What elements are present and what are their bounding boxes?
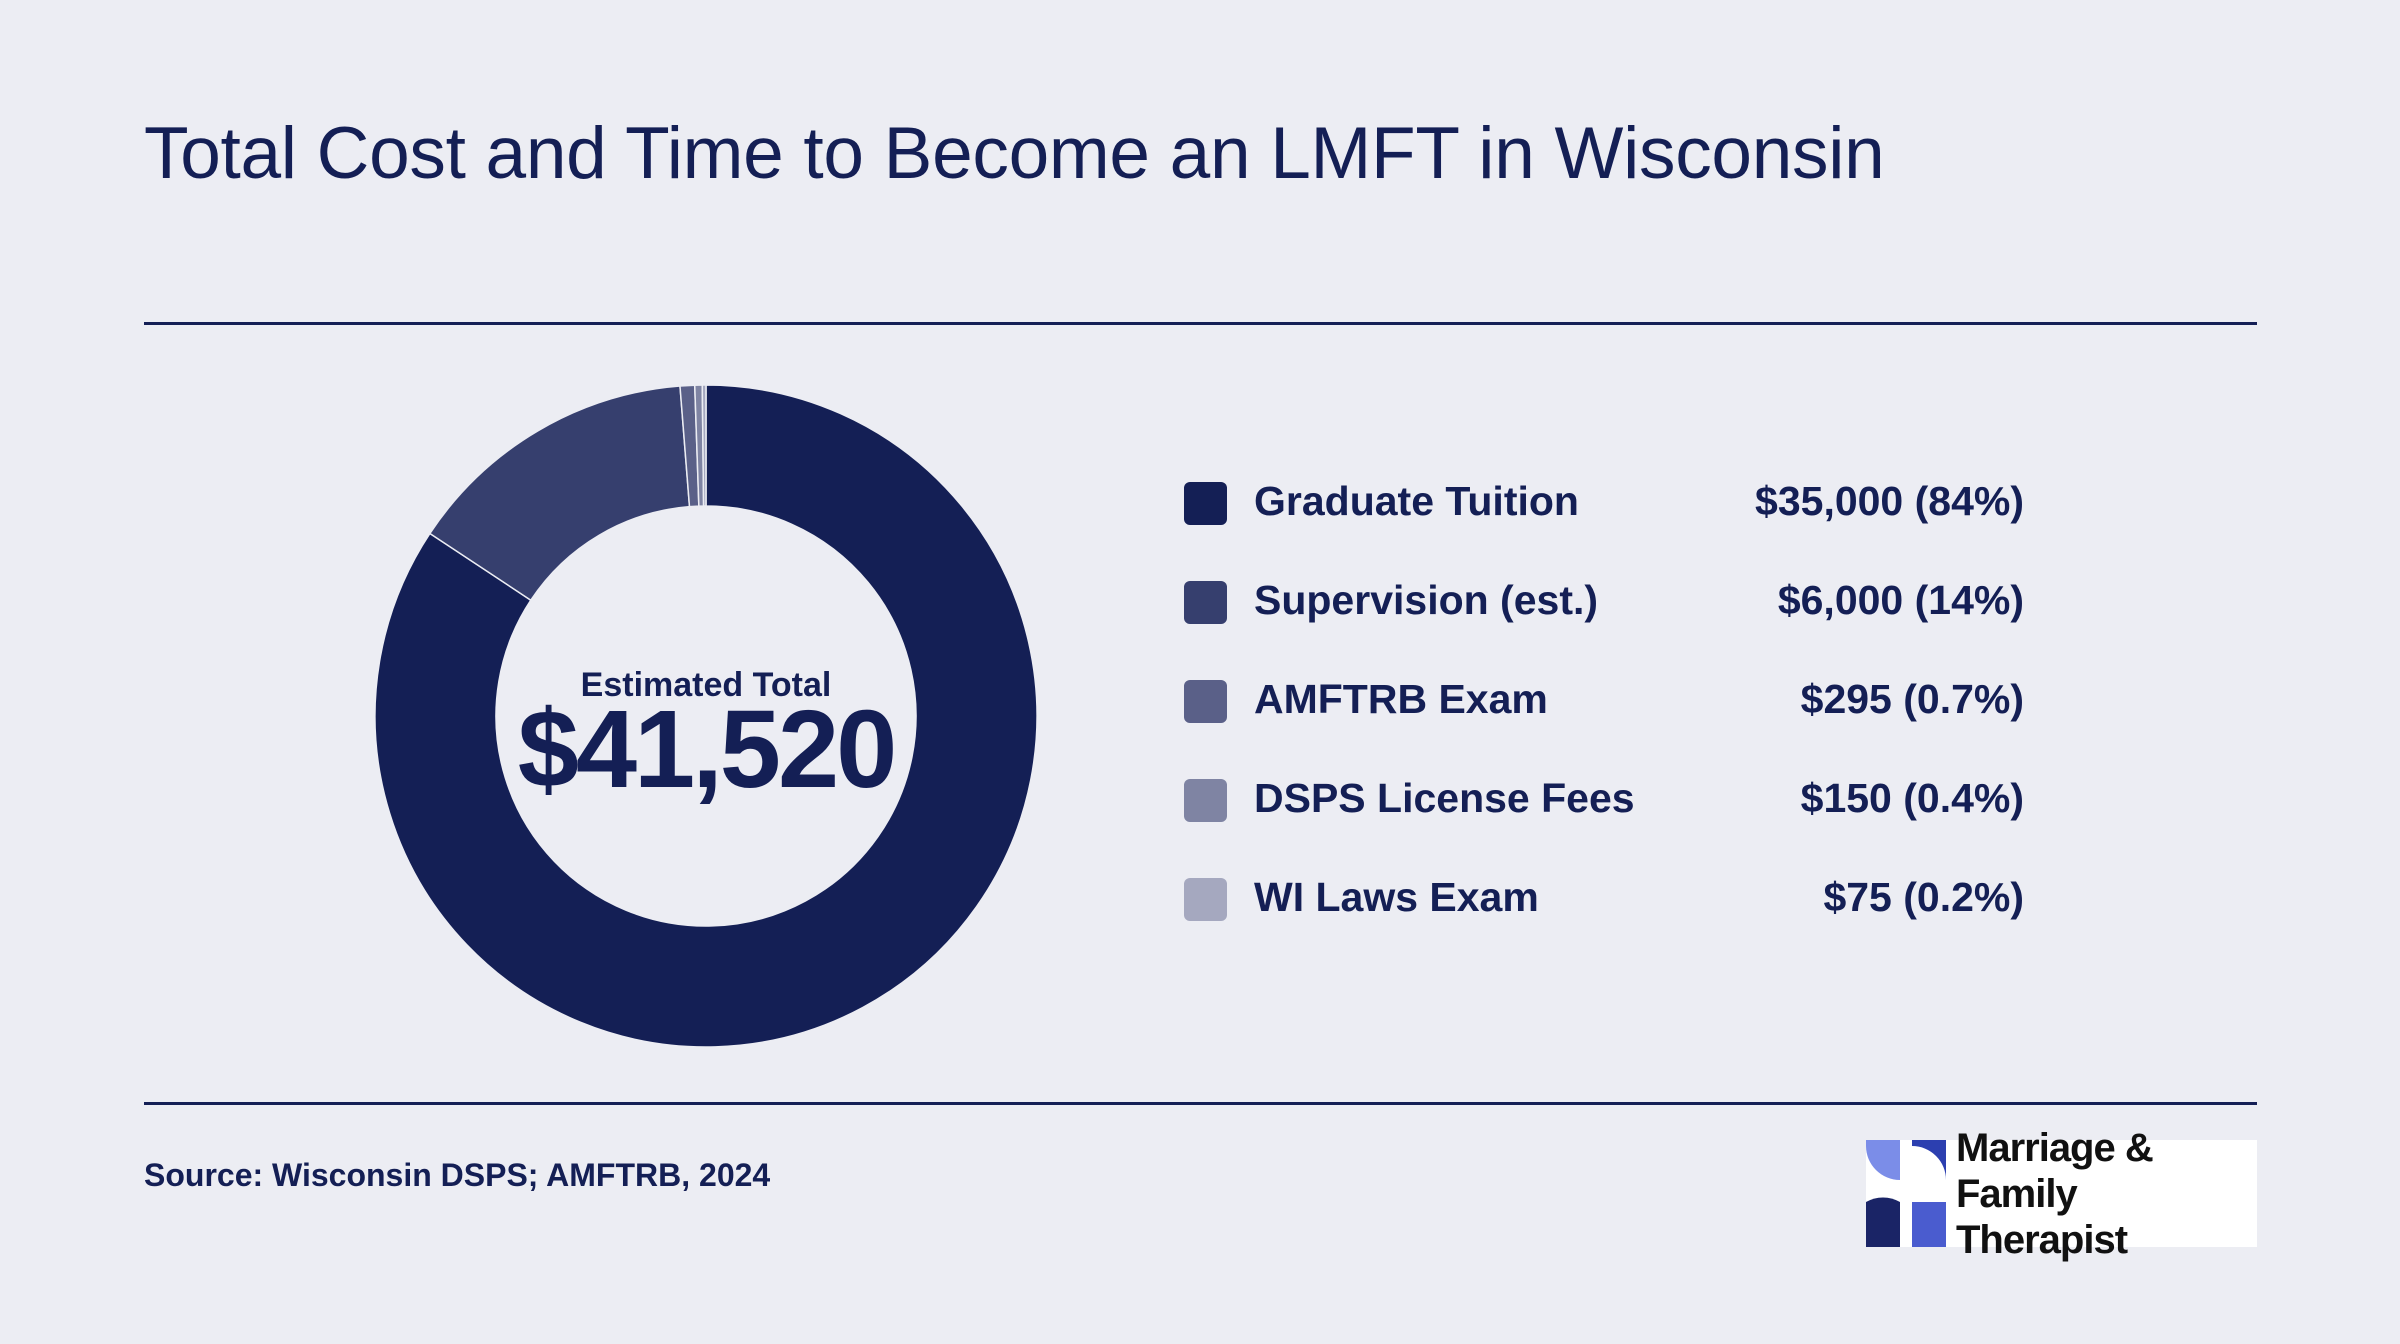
legend-item-dsps-license-fees: DSPS License Fees $150 (0.4%)	[1184, 767, 2024, 866]
bottom-divider	[144, 1102, 2257, 1105]
legend-swatch	[1184, 680, 1227, 723]
legend-label: Supervision (est.)	[1254, 577, 1599, 623]
legend: Graduate Tuition $35,000 (84%) Supervisi…	[1184, 470, 2024, 965]
donut-slices	[374, 384, 1038, 1048]
legend-swatch	[1184, 878, 1227, 921]
chart-title: Total Cost and Time to Become an LMFT in…	[144, 113, 1885, 194]
legend-swatch	[1184, 482, 1227, 525]
legend-item-amftrb-exam: AMFTRB Exam $295 (0.7%)	[1184, 668, 2024, 767]
logo-line-1: Marriage & Family	[1956, 1125, 2154, 1216]
donut-center-label: Estimated Total	[580, 666, 832, 704]
logo-line-2: Therapist	[1956, 1217, 2128, 1262]
legend-value: $6,000 (14%)	[1777, 577, 2024, 623]
legend-item-supervision: Supervision (est.) $6,000 (14%)	[1184, 569, 2024, 668]
legend-label: DSPS License Fees	[1254, 775, 1635, 821]
legend-item-graduate-tuition: Graduate Tuition $35,000 (84%)	[1184, 470, 2024, 569]
legend-value: $35,000 (84%)	[1755, 478, 2024, 524]
brand-logo: Marriage & Family Therapist	[1866, 1126, 2257, 1262]
legend-value: $75 (0.2%)	[1823, 874, 2024, 920]
legend-label: AMFTRB Exam	[1254, 676, 1548, 722]
top-divider	[144, 322, 2257, 325]
donut-center-value: $41,520	[517, 688, 898, 811]
legend-label: Graduate Tuition	[1254, 478, 1579, 524]
legend-swatch	[1184, 779, 1227, 822]
legend-label: WI Laws Exam	[1254, 874, 1539, 920]
source-note: Source: Wisconsin DSPS; AMFTRB, 2024	[144, 1157, 771, 1193]
logo-pinwheel-icon	[1866, 1140, 1946, 1247]
legend-value: $150 (0.4%)	[1800, 775, 2024, 821]
donut-chart	[374, 384, 1038, 1048]
donut-slice-wi-laws-exam	[701, 384, 707, 507]
legend-item-wi-laws-exam: WI Laws Exam $75 (0.2%)	[1184, 866, 2024, 965]
legend-swatch	[1184, 581, 1227, 624]
logo-text: Marriage & Family Therapist	[1956, 1125, 2257, 1263]
donut-slice-graduate-tuition	[374, 384, 1038, 1048]
legend-value: $295 (0.7%)	[1800, 676, 2024, 722]
